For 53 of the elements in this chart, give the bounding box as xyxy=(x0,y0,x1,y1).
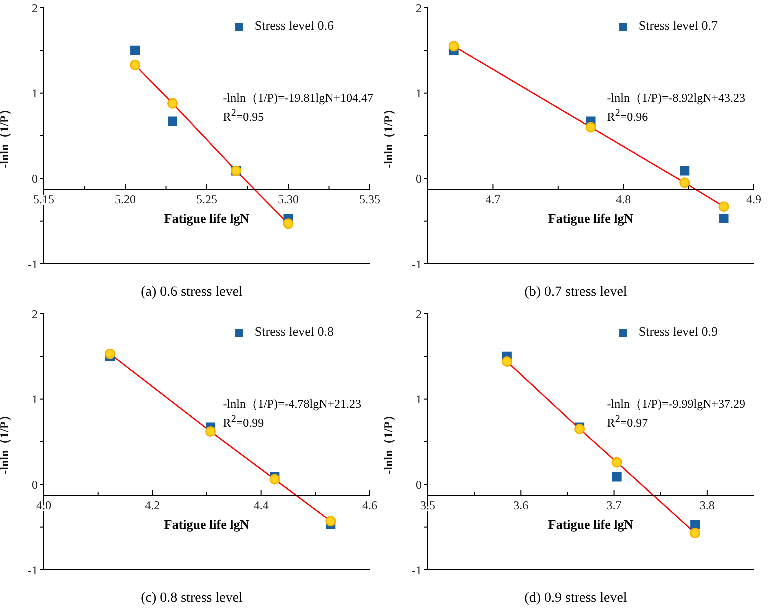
y-axis-title: -lnln（1/P） xyxy=(381,410,396,474)
y-tick-label: 2 xyxy=(32,307,38,322)
text: (a) 0.6 stress level xyxy=(140,284,244,302)
text: (d) 0.9 stress level xyxy=(524,590,628,608)
legend-label: Stress level 0.7 xyxy=(638,18,718,33)
y-axis-title: -lnln（1/P） xyxy=(0,104,12,168)
x-tick-label: 5.30 xyxy=(278,192,299,206)
annotation: -lnln（1/P)=-19.81lgN+104.47 xyxy=(223,90,374,105)
legend-label: Stress level 0.8 xyxy=(254,324,334,339)
x-tick-label: 4.6 xyxy=(362,498,378,512)
y-tick-label: 2 xyxy=(416,1,422,16)
x-tick-label: 3.8 xyxy=(700,498,715,512)
x-axis-title: Fatigue life lgN xyxy=(163,211,251,228)
annotation: R$^{2}$=0.99 xyxy=(223,414,264,430)
annotation: R$^{2}$=0.96 xyxy=(607,108,648,124)
y-axis-title: -lnln（1/P） xyxy=(381,104,396,168)
x-axis-title: Fatigue life lgN xyxy=(163,517,251,534)
y-tick-label: 2 xyxy=(32,1,38,16)
x-tick-label: 4.9 xyxy=(746,192,762,206)
x-tick-label: 3.6 xyxy=(514,498,529,512)
y-tick-label: -1 xyxy=(28,257,38,272)
annotation: R$^{2}$=0.95 xyxy=(223,108,264,124)
y-tick-label: -1 xyxy=(28,563,38,578)
x-tick-label: 4.7 xyxy=(486,192,501,206)
y-axis-title: -lnln（1/P） xyxy=(0,410,12,474)
y-tick-label: 1 xyxy=(32,86,38,101)
legend-label: Stress level 0.9 xyxy=(638,324,718,339)
x-tick-label: 5.35 xyxy=(360,192,380,206)
annotation: -lnln（1/P)=-8.92lgN+43.23 xyxy=(607,90,746,105)
y-tick-label: 1 xyxy=(416,86,422,101)
text: (c) 0.8 stress level xyxy=(140,590,244,608)
x-axis-title: Fatigue life lgN xyxy=(547,517,635,534)
y-tick-label: 2 xyxy=(416,307,422,322)
y-tick-label: 0 xyxy=(416,172,422,186)
y-tick-label: -1 xyxy=(412,257,422,272)
x-tick-label: 5.25 xyxy=(196,192,218,206)
annotation: R$^{2}$=0.97 xyxy=(607,414,648,430)
y-tick-label: 0 xyxy=(32,172,38,186)
y-tick-label: 0 xyxy=(32,478,38,492)
y-tick-label: 0 xyxy=(416,478,422,492)
x-axis-title: Fatigue life lgN xyxy=(547,211,635,228)
y-tick-label: 1 xyxy=(32,392,38,407)
text: (b) 0.7 stress level xyxy=(524,284,628,302)
y-tick-label: 1 xyxy=(416,392,422,407)
x-tick-label: 4.8 xyxy=(616,192,632,206)
x-tick-label: 4.4 xyxy=(254,498,269,512)
x-tick-label: 4.2 xyxy=(145,498,160,512)
annotation: -lnln（1/P)=-4.78lgN+21.23 xyxy=(223,396,362,411)
legend-label: Stress level 0.6 xyxy=(254,18,334,33)
x-tick-label: 5.20 xyxy=(115,192,136,206)
annotation: -lnln（1/P)=-9.99lgN+37.29 xyxy=(607,396,746,411)
y-tick-label: -1 xyxy=(412,563,422,578)
x-tick-label: 3.7 xyxy=(606,498,622,512)
